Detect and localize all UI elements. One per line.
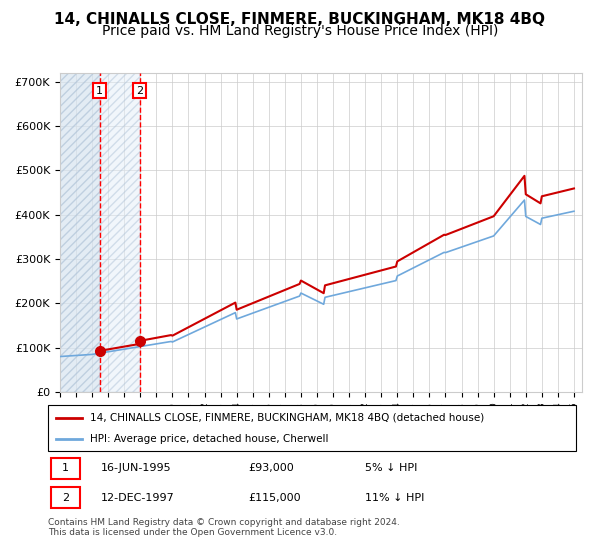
Text: 1: 1 (96, 86, 103, 96)
Bar (60, 73, 100, 392)
Text: 2: 2 (136, 86, 143, 96)
Text: £115,000: £115,000 (248, 493, 301, 503)
Text: 14, CHINALLS CLOSE, FINMERE, BUCKINGHAM, MK18 4BQ (detached house): 14, CHINALLS CLOSE, FINMERE, BUCKINGHAM,… (90, 413, 484, 423)
Text: 11% ↓ HPI: 11% ↓ HPI (365, 493, 424, 503)
FancyBboxPatch shape (50, 458, 80, 479)
Text: HPI: Average price, detached house, Cherwell: HPI: Average price, detached house, Cher… (90, 435, 329, 444)
Text: Contains HM Land Registry data © Crown copyright and database right 2024.
This d: Contains HM Land Registry data © Crown c… (48, 518, 400, 538)
Text: 1: 1 (62, 463, 69, 473)
Text: Price paid vs. HM Land Registry's House Price Index (HPI): Price paid vs. HM Land Registry's House … (102, 24, 498, 38)
Text: 2: 2 (62, 493, 69, 503)
Bar (100, 73, 140, 392)
Text: 12-DEC-1997: 12-DEC-1997 (101, 493, 175, 503)
Text: 14, CHINALLS CLOSE, FINMERE, BUCKINGHAM, MK18 4BQ: 14, CHINALLS CLOSE, FINMERE, BUCKINGHAM,… (55, 12, 545, 27)
Text: 5% ↓ HPI: 5% ↓ HPI (365, 463, 417, 473)
Text: 16-JUN-1995: 16-JUN-1995 (101, 463, 172, 473)
FancyBboxPatch shape (50, 487, 80, 508)
Text: £93,000: £93,000 (248, 463, 295, 473)
FancyBboxPatch shape (48, 405, 576, 451)
